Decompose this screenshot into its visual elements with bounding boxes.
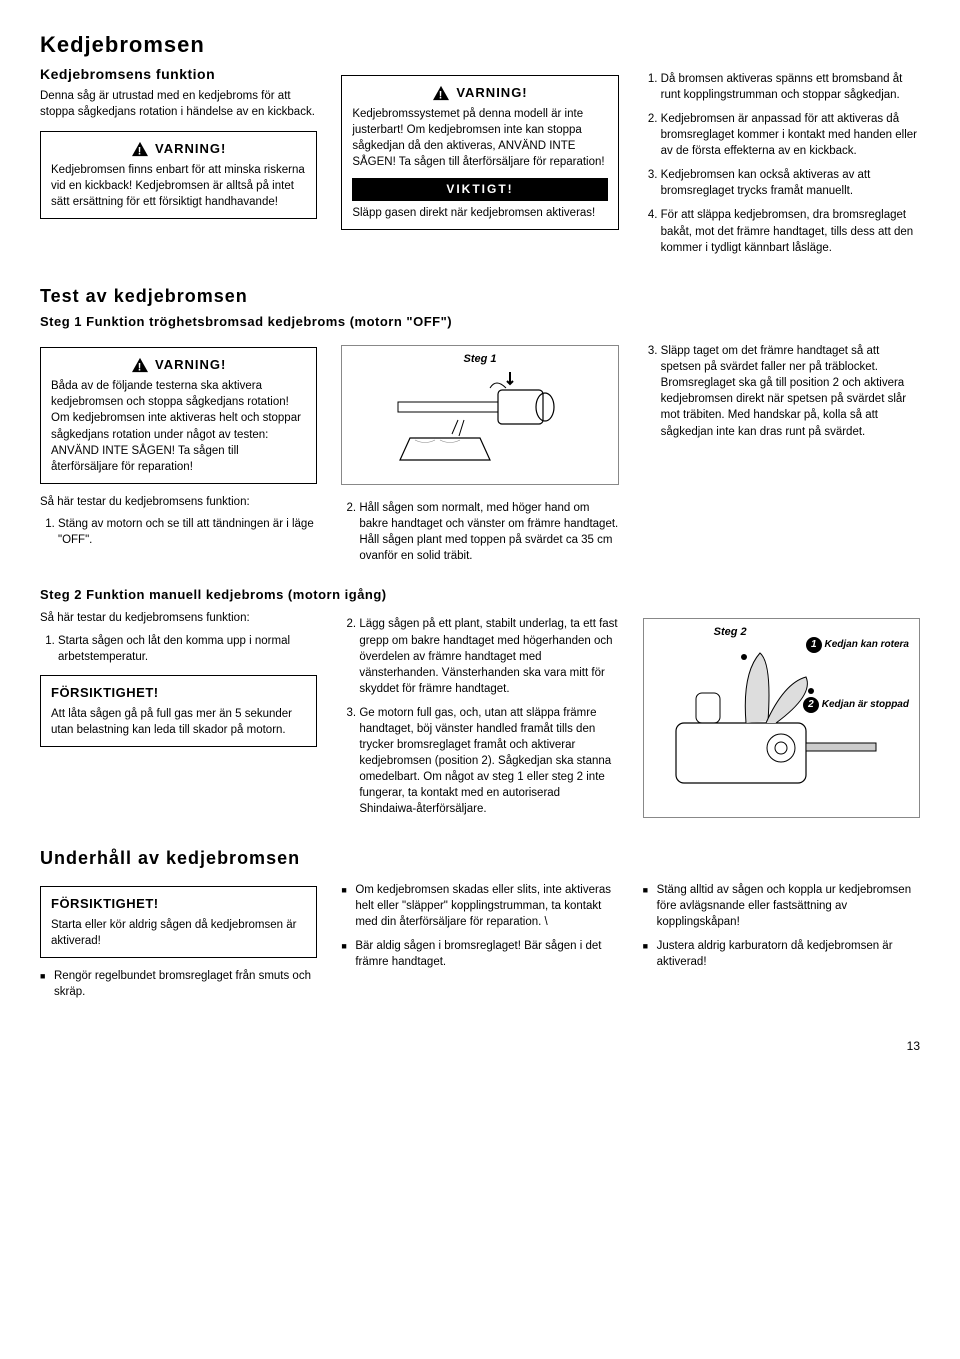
section-kedjebroms-funktion: Kedjebromsens funktion Denna såg är utru… <box>40 65 920 264</box>
warning-icon: ! <box>131 357 149 373</box>
list-item: Stäng av motorn och se till att tändning… <box>58 516 317 548</box>
list-item: Justera aldrig karburatorn då kedjebroms… <box>643 938 920 970</box>
heading-step1: Steg 1 Funktion tröghetsbromsad kedjebro… <box>40 313 920 331</box>
list-item: Håll sågen som normalt, med höger hand o… <box>359 500 618 564</box>
warning-box-1: ! VARNING! Kedjebromsen finns enbart för… <box>40 131 317 219</box>
test-intro: Så här testar du kedjebromsens funktion: <box>40 610 317 626</box>
test-intro: Så här testar du kedjebromsens funktion: <box>40 494 317 510</box>
chainsaw-drop-illustration <box>390 360 570 470</box>
numbered-list: Släpp taget om det främre handtaget så a… <box>643 343 920 440</box>
caution-title: FÖRSIKTIGHET! <box>51 895 306 913</box>
caution-box-maint: FÖRSIKTIGHET! Starta eller kör aldrig så… <box>40 886 317 958</box>
list-item: Då bromsen aktiveras spänns ett bromsban… <box>661 71 920 103</box>
svg-text:!: ! <box>439 89 443 101</box>
bullet-list: Rengör regelbundet bromsreglaget från sm… <box>40 968 317 1000</box>
warning-text: Kedjebromssystemet på denna modell är in… <box>352 106 607 170</box>
intro-text: Denna såg är utrustad med en kedjebroms … <box>40 88 317 120</box>
svg-text:!: ! <box>138 362 142 374</box>
warning-text: Båda av de följande testerna ska aktiver… <box>51 378 306 475</box>
numbered-list: Starta sågen och låt den komma upp i nor… <box>40 633 317 665</box>
important-text: Släpp gasen direkt när kedjebromsen akti… <box>352 205 607 221</box>
svg-text:!: ! <box>138 145 142 157</box>
caution-text: Att låta sågen gå på full gas mer än 5 s… <box>51 706 306 738</box>
list-item: Lägg sågen på ett plant, stabilt underla… <box>359 616 618 696</box>
numbered-list: Då bromsen aktiveras spänns ett bromsban… <box>643 71 920 256</box>
figure-label: Steg 1 <box>463 352 496 367</box>
section-test-step2: Så här testar du kedjebromsens funktion:… <box>40 610 920 826</box>
list-item: Kedjebromsen kan också aktiveras av att … <box>661 167 920 199</box>
section-test-step1: ! VARNING! Båda av de följande testerna … <box>40 337 920 494</box>
bullet-list: Stäng alltid av sågen och koppla ur kedj… <box>643 882 920 970</box>
figure-label: Steg 2 <box>714 625 747 640</box>
numbered-list: Håll sågen som normalt, med höger hand o… <box>341 500 618 564</box>
list-item: Stäng alltid av sågen och koppla ur kedj… <box>643 882 920 930</box>
chainsaw-brake-illustration <box>666 633 896 803</box>
list-item: Ge motorn full gas, och, utan att släppa… <box>359 705 618 818</box>
warning-icon: ! <box>432 85 450 101</box>
bullet-list: Om kedjebromsen skadas eller slits, inte… <box>341 882 618 970</box>
warning-text: Kedjebromsen finns enbart för att minska… <box>51 162 306 210</box>
section-maintenance: FÖRSIKTIGHET! Starta eller kör aldrig så… <box>40 876 920 1009</box>
page-title: Kedjebromsen <box>40 30 920 61</box>
warning-icon: ! <box>131 141 149 157</box>
important-bar: VIKTIGT! <box>352 178 607 201</box>
figure-step2: Steg 2 1 Kedjan kan rotera 2 Kedjan är s… <box>643 618 920 818</box>
heading-test: Test av kedjebromsen <box>40 284 920 309</box>
caution-text: Starta eller kör aldrig sågen då kedjebr… <box>51 917 306 949</box>
subheading-funktion: Kedjebromsens funktion <box>40 65 317 85</box>
heading-maintenance: Underhåll av kedjebromsen <box>40 846 920 871</box>
list-item: Rengör regelbundet bromsreglaget från sm… <box>40 968 317 1000</box>
warning-title: VARNING! <box>456 84 527 102</box>
caution-title: FÖRSIKTIGHET! <box>51 684 306 702</box>
warning-box-test: ! VARNING! Båda av de följande testerna … <box>40 347 317 484</box>
page-number: 13 <box>40 1038 920 1055</box>
caution-box: FÖRSIKTIGHET! Att låta sågen gå på full … <box>40 675 317 747</box>
figure-step1: Steg 1 <box>341 345 618 485</box>
numbered-list: Lägg sågen på ett plant, stabilt underla… <box>341 616 618 817</box>
warning-title: VARNING! <box>155 140 226 158</box>
list-item: För att släppa kedjebromsen, dra bromsre… <box>661 207 920 255</box>
list-item: Släpp taget om det främre handtaget så a… <box>661 343 920 440</box>
heading-step2: Steg 2 Funktion manuell kedjebroms (moto… <box>40 586 920 604</box>
list-item: Kedjebromsen är anpassad för att aktiver… <box>661 111 920 159</box>
fig-caption-rotate: 1 Kedjan kan rotera <box>806 637 909 653</box>
warning-box-2: ! VARNING! Kedjebromssystemet på denna m… <box>341 75 618 230</box>
list-item: Starta sågen och låt den komma upp i nor… <box>58 633 317 665</box>
warning-title: VARNING! <box>155 356 226 374</box>
numbered-list: Stäng av motorn och se till att tändning… <box>40 516 317 548</box>
section-test-step1-row2: Så här testar du kedjebromsens funktion:… <box>40 494 920 572</box>
list-item: Bär aldig sågen i bromsreglaget! Bär såg… <box>341 938 618 970</box>
fig-caption-stopped: 2 Kedjan är stoppad <box>803 697 909 713</box>
list-item: Om kedjebromsen skadas eller slits, inte… <box>341 882 618 930</box>
